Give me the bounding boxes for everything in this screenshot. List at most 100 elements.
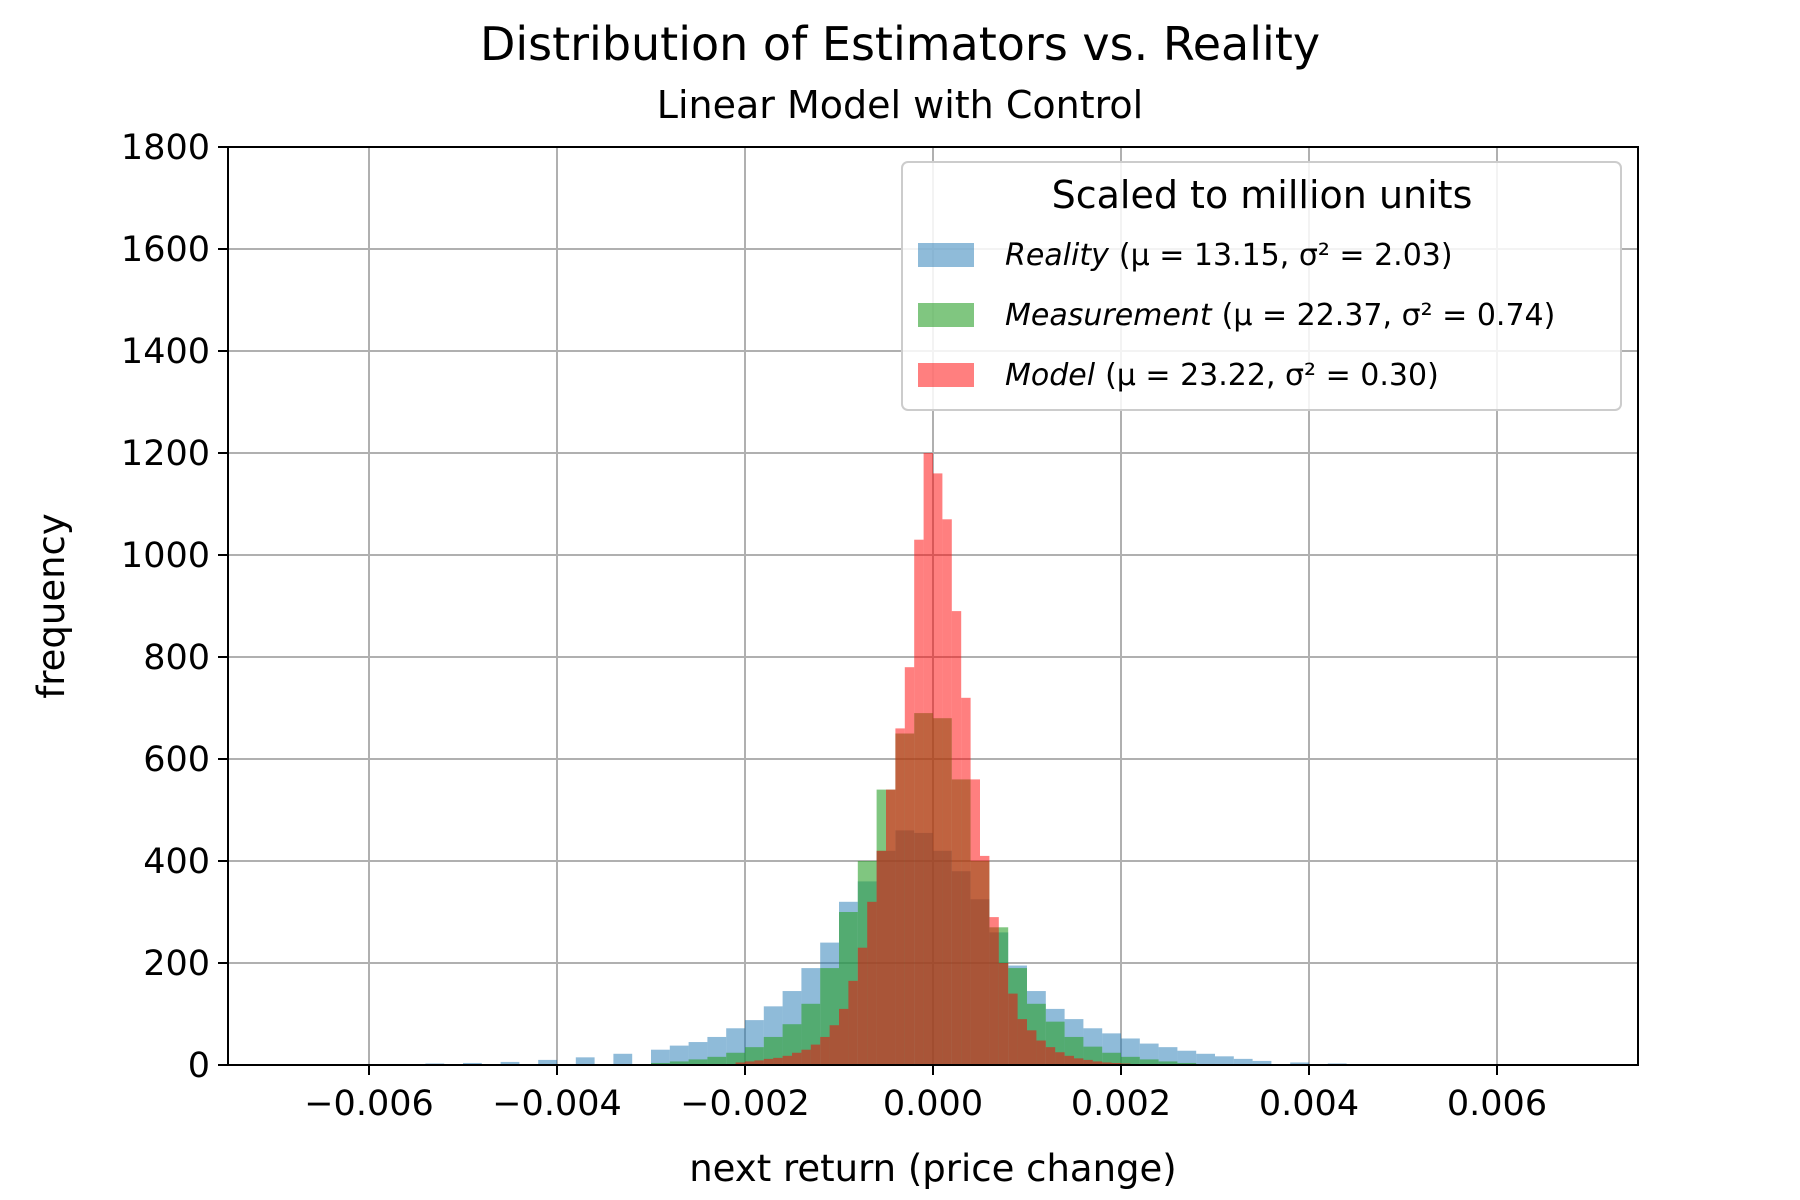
y-tick-label: 1200: [121, 434, 210, 474]
y-tick-label: 1400: [121, 332, 210, 372]
model-bar: [951, 611, 962, 1065]
model-bar: [1027, 1030, 1037, 1065]
model-bar: [763, 1058, 774, 1065]
legend-swatch-measurement: [918, 303, 974, 327]
model-bar: [1008, 993, 1018, 1065]
reality-bar: [613, 1053, 633, 1065]
model-bar: [998, 963, 1009, 1065]
model-bar: [914, 539, 924, 1065]
x-axis-label: next return (price change): [689, 1147, 1177, 1190]
reality-bar: [669, 1045, 689, 1065]
model-bar: [886, 789, 896, 1065]
legend-entry-measurement: Measurement (μ = 22.37, σ² = 0.74): [1005, 298, 1555, 333]
legend-entry-model: Model (μ = 23.22, σ² = 0.30): [1005, 358, 1439, 393]
y-tick-label: 1800: [121, 128, 210, 168]
legend-title: Scaled to million units: [1052, 173, 1473, 217]
measurement-bar: [1121, 1056, 1140, 1065]
measurement-bar: [707, 1056, 727, 1065]
model-bar: [1074, 1058, 1084, 1065]
reality-bar: [1290, 1062, 1309, 1065]
model-bar: [754, 1060, 764, 1065]
measurement-bar: [1102, 1052, 1121, 1065]
y-tick-label: 600: [143, 740, 210, 780]
legend-entry-reality: Reality (μ = 13.15, σ² = 2.03): [1005, 238, 1453, 273]
chart-title: Distribution of Estimators vs. Reality: [480, 17, 1320, 71]
legend-swatch-reality: [918, 243, 974, 267]
y-tick-label: 400: [143, 842, 210, 882]
model-bar: [1111, 1062, 1121, 1065]
reality-bar: [1177, 1050, 1197, 1065]
model-bar: [876, 850, 886, 1065]
model-bar: [745, 1061, 755, 1065]
x-tick-label: −0.002: [680, 1084, 810, 1124]
reality-bar: [1158, 1047, 1178, 1065]
legend-box: [901, 161, 1622, 411]
model-bar: [1055, 1052, 1065, 1065]
reality-bar: [1233, 1058, 1253, 1065]
model-bar: [839, 1008, 849, 1065]
legend-entries: Reality (μ = 13.15, σ² = 2.03) Measurement…: [918, 238, 1555, 393]
reality-bar: [688, 1042, 708, 1065]
model-bar: [782, 1055, 792, 1065]
y-tick-label: 200: [143, 944, 210, 984]
model-bar: [773, 1057, 783, 1065]
legend-series-name: Model: [1005, 358, 1096, 393]
model-bar: [857, 947, 868, 1065]
x-tick-label: 0.004: [1259, 1084, 1359, 1124]
measurement-bar: [1177, 1062, 1197, 1065]
model-bar: [989, 917, 999, 1065]
model-bar: [923, 453, 933, 1065]
model-bar: [1102, 1062, 1112, 1065]
legend-series-name: Reality: [1005, 238, 1110, 273]
measurement-bar: [669, 1061, 689, 1065]
y-axis-label: frequency: [30, 513, 73, 699]
model-bar: [810, 1044, 821, 1065]
model-bar: [801, 1049, 811, 1065]
reality-bar: [1196, 1053, 1215, 1065]
model-bar: [1083, 1059, 1093, 1065]
y-tick-label: 800: [143, 638, 210, 678]
legend-series-stats: (μ = 13.15, σ² = 2.03): [1119, 238, 1453, 273]
measurement-bar: [1158, 1061, 1178, 1065]
y-tick-label: 0: [188, 1046, 210, 1086]
measurement-bar: [1139, 1059, 1159, 1065]
model-bar: [867, 901, 877, 1065]
model-bar: [820, 1036, 830, 1065]
model-bar: [980, 855, 990, 1065]
model-bar: [1064, 1055, 1074, 1065]
x-tick-label: 0.000: [883, 1084, 983, 1124]
legend-series-stats: (μ = 23.22, σ² = 0.30): [1105, 358, 1439, 393]
chart-subtitle: Linear Model with Control: [657, 83, 1143, 127]
legend-series-stats: (μ = 22.37, σ² = 0.74): [1222, 298, 1556, 333]
histogram-bars: [387, 453, 1422, 1065]
model-bar: [848, 980, 858, 1065]
model-bar: [1036, 1040, 1046, 1065]
model-bar: [792, 1052, 802, 1065]
measurement-bar: [688, 1059, 708, 1065]
model-bar: [933, 473, 943, 1065]
measurement-bar: [726, 1052, 745, 1065]
model-bar: [904, 667, 915, 1065]
legend-series-name: Measurement: [1005, 298, 1213, 333]
model-bar: [1017, 1019, 1027, 1065]
measurement-bar: [651, 1062, 670, 1065]
model-bar: [942, 519, 952, 1065]
x-tick-label: 0.002: [1071, 1084, 1171, 1124]
reality-bar: [500, 1061, 520, 1065]
model-bar: [735, 1062, 745, 1065]
legend-swatch-model: [918, 363, 974, 387]
y-tick-label: 1000: [121, 536, 210, 576]
y-tick-label: 1600: [121, 230, 210, 270]
reality-bar: [538, 1059, 557, 1065]
reality-bar: [1215, 1056, 1234, 1065]
model-bar: [970, 779, 980, 1065]
reality-bar: [463, 1062, 482, 1065]
model-bar: [961, 697, 971, 1065]
reality-bar: [575, 1057, 595, 1065]
model-bar: [1092, 1061, 1103, 1065]
x-tick-label: 0.006: [1447, 1084, 1547, 1124]
x-tick-label: −0.006: [304, 1084, 434, 1124]
reality-bar: [651, 1049, 670, 1065]
